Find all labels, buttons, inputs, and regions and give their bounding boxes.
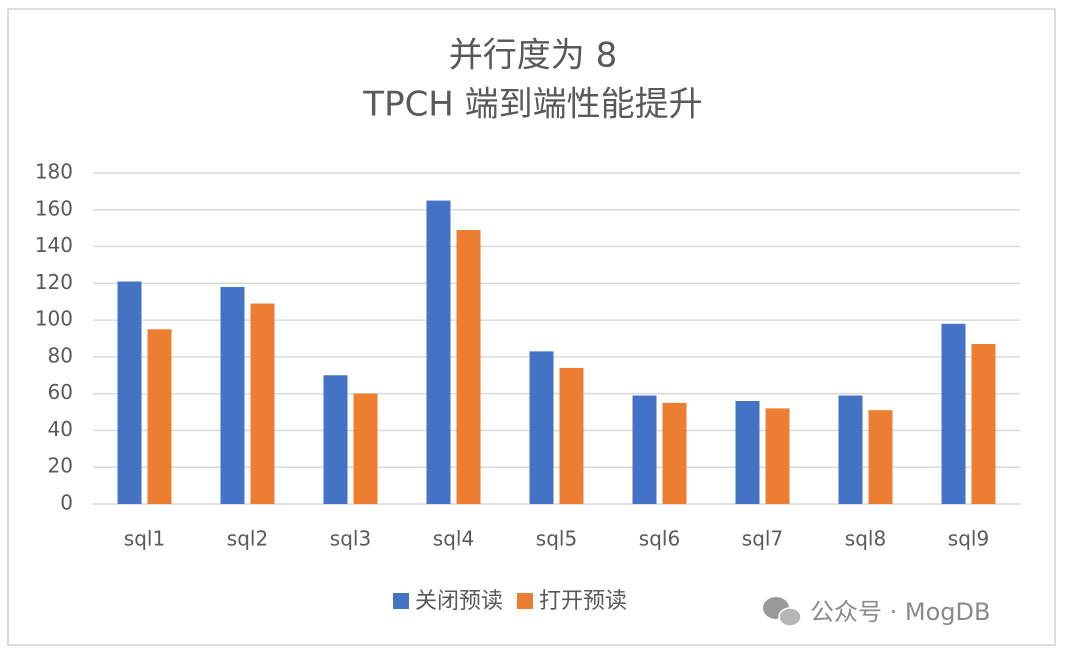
bar bbox=[838, 395, 863, 504]
bar bbox=[941, 323, 966, 504]
chart-title: 并行度为 8 bbox=[449, 36, 617, 76]
bar bbox=[529, 351, 554, 504]
y-tick-label: 120 bbox=[35, 270, 73, 294]
legend: 关闭预读 打开预读 bbox=[393, 589, 627, 614]
bar bbox=[456, 230, 481, 504]
bar bbox=[632, 395, 657, 504]
bar bbox=[147, 329, 172, 504]
x-tick-label: sql9 bbox=[948, 527, 989, 551]
bar bbox=[220, 287, 245, 504]
bar bbox=[662, 402, 687, 504]
y-tick-label: 160 bbox=[35, 196, 73, 220]
legend-label: 关闭预读 bbox=[415, 589, 503, 614]
x-tick-label: sql4 bbox=[433, 527, 474, 551]
bar bbox=[765, 408, 790, 504]
legend-swatch bbox=[517, 593, 534, 609]
y-tick-label: 40 bbox=[48, 417, 73, 441]
watermark-text: 公众号 · MogDB bbox=[810, 598, 990, 626]
watermark: 公众号 · MogDB bbox=[763, 597, 990, 627]
bar bbox=[426, 200, 451, 505]
x-tick-label: sql2 bbox=[227, 527, 268, 551]
bar bbox=[735, 401, 760, 504]
watermark-icon bbox=[763, 597, 802, 627]
x-tick-label: sql6 bbox=[639, 527, 680, 551]
y-tick-label: 140 bbox=[35, 233, 73, 257]
bar bbox=[971, 344, 996, 504]
x-tick-label: sql1 bbox=[124, 527, 165, 551]
legend-swatch bbox=[393, 593, 409, 609]
bar bbox=[250, 303, 275, 504]
bar bbox=[117, 281, 142, 504]
bar bbox=[323, 375, 348, 504]
legend-label: 打开预读 bbox=[539, 589, 627, 614]
x-tick-label: sql3 bbox=[330, 527, 371, 551]
y-tick-label: 20 bbox=[48, 454, 73, 478]
bar bbox=[353, 393, 378, 504]
chart-frame bbox=[7, 8, 1056, 646]
x-tick-label: sql5 bbox=[536, 527, 577, 551]
x-tick-label: sql7 bbox=[742, 527, 783, 551]
y-tick-label: 180 bbox=[35, 160, 73, 184]
x-tick-label: sql8 bbox=[845, 527, 886, 551]
y-tick-label: 100 bbox=[35, 307, 73, 331]
bar bbox=[868, 410, 893, 504]
y-tick-label: 60 bbox=[48, 380, 73, 404]
y-tick-label: 80 bbox=[48, 343, 73, 367]
bar bbox=[559, 367, 584, 504]
chart-subtitle: TPCH 端到端性能提升 bbox=[362, 85, 702, 125]
y-tick-label: 0 bbox=[60, 491, 73, 515]
